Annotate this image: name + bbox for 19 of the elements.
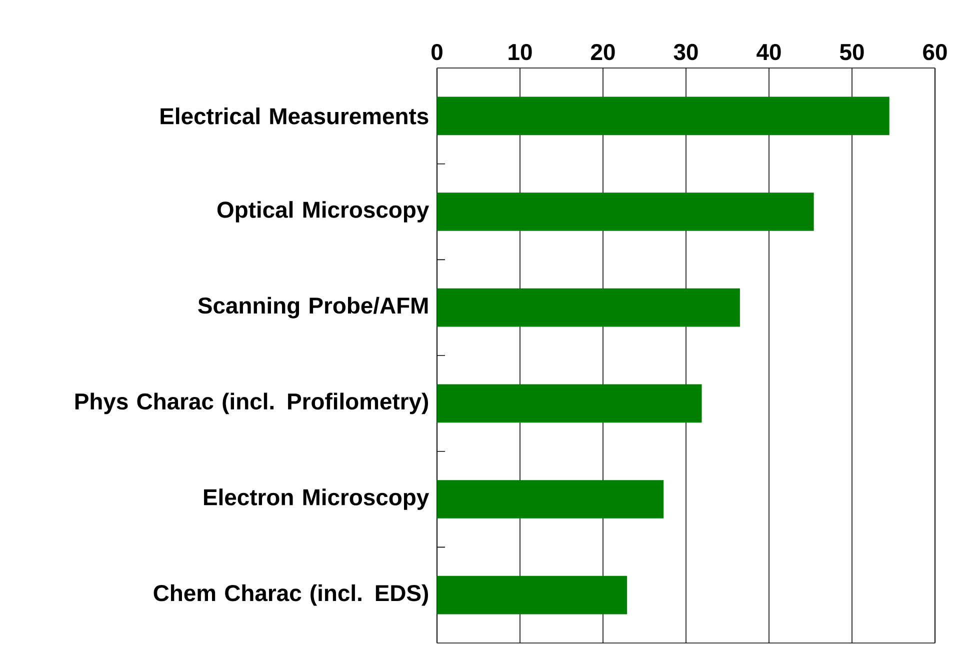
y-tick-label: Electron Microscopy <box>204 488 430 510</box>
bar <box>437 576 628 614</box>
y-tick-label: Chem Charac (incl. EDS) <box>154 584 428 606</box>
bar <box>437 384 702 423</box>
x-tick-label: 60 <box>923 44 947 60</box>
x-tick-label: 0 <box>432 44 442 60</box>
x-tick-label: 30 <box>674 44 698 60</box>
x-tick-label: 10 <box>508 44 532 60</box>
bar <box>437 96 890 136</box>
y-tick-label: Scanning Probe/AFM <box>198 296 428 318</box>
bar <box>437 480 664 518</box>
x-tick-label: 20 <box>591 44 615 60</box>
y-tick-label: Optical Microscopy <box>217 201 430 222</box>
x-tick-label: 50 <box>840 44 864 60</box>
y-tick-label: Phys Charac (incl. Profilometry) <box>75 392 428 414</box>
x-tick-label: 40 <box>756 44 781 60</box>
bar <box>437 288 740 327</box>
y-tick-label: Electrical Measurements <box>160 108 428 124</box>
bar <box>437 192 814 231</box>
